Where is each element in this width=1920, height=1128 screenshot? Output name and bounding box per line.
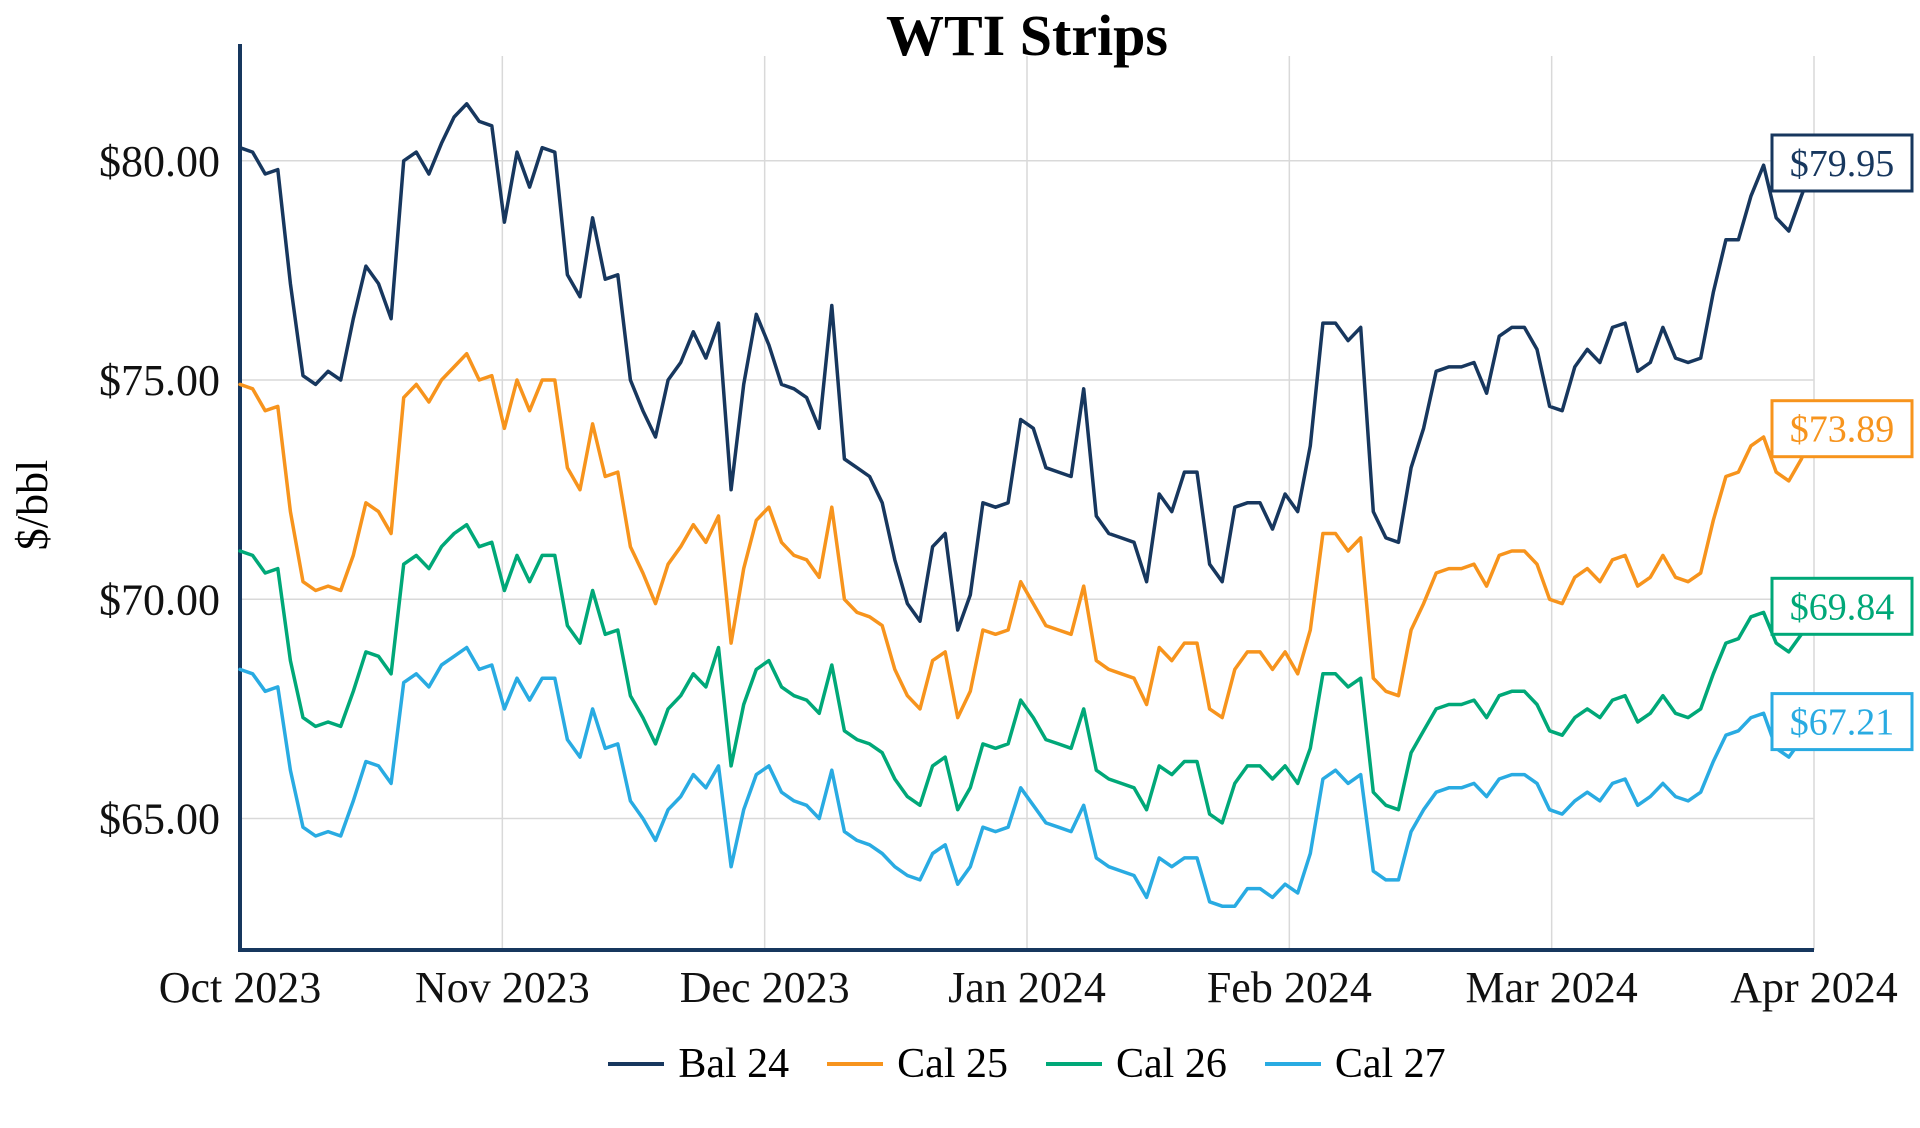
end-label-value: $79.95 [1790, 143, 1895, 185]
end-label-box-cal-27 [1770, 692, 1914, 752]
legend-label: Bal 24 [678, 1041, 790, 1087]
y-tick-label: $65.00 [99, 795, 220, 844]
y-tick-label: $70.00 [99, 575, 220, 624]
legend-swatch [827, 1062, 884, 1066]
y-tick-label: $75.00 [99, 356, 220, 405]
legend-swatch [1264, 1062, 1321, 1066]
legend-item-cal-26: Cal 26 [1046, 1040, 1227, 1088]
end-label-value: $73.89 [1790, 409, 1895, 451]
legend: Bal 24 Cal 25 Cal 26 Cal 27 [240, 1040, 1814, 1088]
legend-item-bal-24: Bal 24 [608, 1040, 789, 1088]
y-tick-label: $80.00 [99, 137, 220, 186]
end-label-value: $69.84 [1790, 586, 1895, 628]
x-tick-label: Jan 2024 [948, 963, 1106, 1012]
x-tick-label: Mar 2024 [1466, 963, 1638, 1012]
x-tick-label: Apr 2024 [1730, 963, 1897, 1012]
legend-swatch [608, 1062, 665, 1066]
legend-label: Cal 25 [897, 1041, 1008, 1087]
x-tick-label: Oct 2023 [159, 963, 322, 1012]
legend-item-cal-27: Cal 27 [1264, 1040, 1446, 1088]
series-line-cal-25 [238, 351, 1816, 720]
legend-label: Cal 26 [1116, 1041, 1227, 1087]
legend-swatch [1046, 1062, 1102, 1066]
x-tick-label: Dec 2023 [680, 963, 850, 1012]
series-line-cal-26 [238, 522, 1816, 825]
series-line-bal-24 [238, 102, 1816, 632]
legend-item-cal-25: Cal 25 [827, 1040, 1008, 1088]
x-tick-label: Nov 2023 [415, 963, 590, 1012]
x-tick-label: Feb 2024 [1207, 963, 1372, 1012]
end-label-box-cal-25 [1770, 399, 1914, 459]
legend-label: Cal 27 [1334, 1041, 1446, 1087]
end-label-value: $67.21 [1790, 702, 1895, 744]
series-line-cal-27 [238, 645, 1816, 908]
end-label-box-bal-24 [1770, 133, 1914, 193]
end-label-box-cal-26 [1770, 576, 1914, 636]
